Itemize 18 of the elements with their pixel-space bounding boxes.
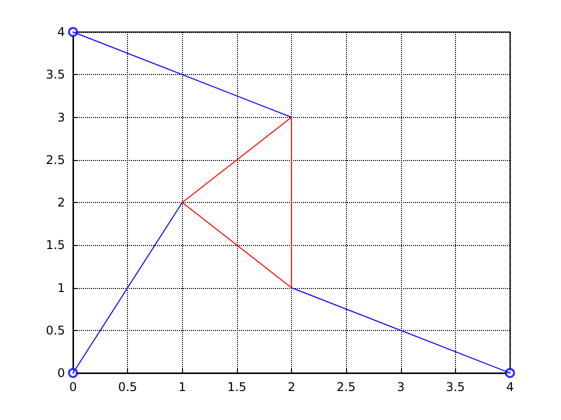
y-tick-label: 0: [57, 366, 65, 380]
y-tick-label: 3.5: [46, 68, 65, 82]
y-tick-label: 1.5: [46, 238, 65, 252]
x-tick-label: 1: [178, 380, 186, 394]
y-tick-label: 4: [57, 25, 65, 39]
y-tick-label: 1: [57, 280, 65, 295]
x-tick-label: 3.5: [446, 380, 465, 394]
x-tick-label: 2: [288, 380, 296, 394]
y-tick-label: 2: [57, 196, 65, 210]
x-tick-label: 3: [396, 380, 405, 394]
x-tick-label: 0: [69, 380, 77, 394]
x-tick-label: 2.5: [336, 380, 356, 394]
y-tick-label: 0.5: [46, 323, 65, 338]
x-tick-label: 0.5: [118, 380, 138, 394]
y-tick-label: 2.5: [46, 152, 65, 167]
y-tick-label: 3: [57, 110, 65, 124]
x-tick-label: 1.5: [227, 380, 246, 394]
x-tick-label: 4: [506, 380, 514, 394]
